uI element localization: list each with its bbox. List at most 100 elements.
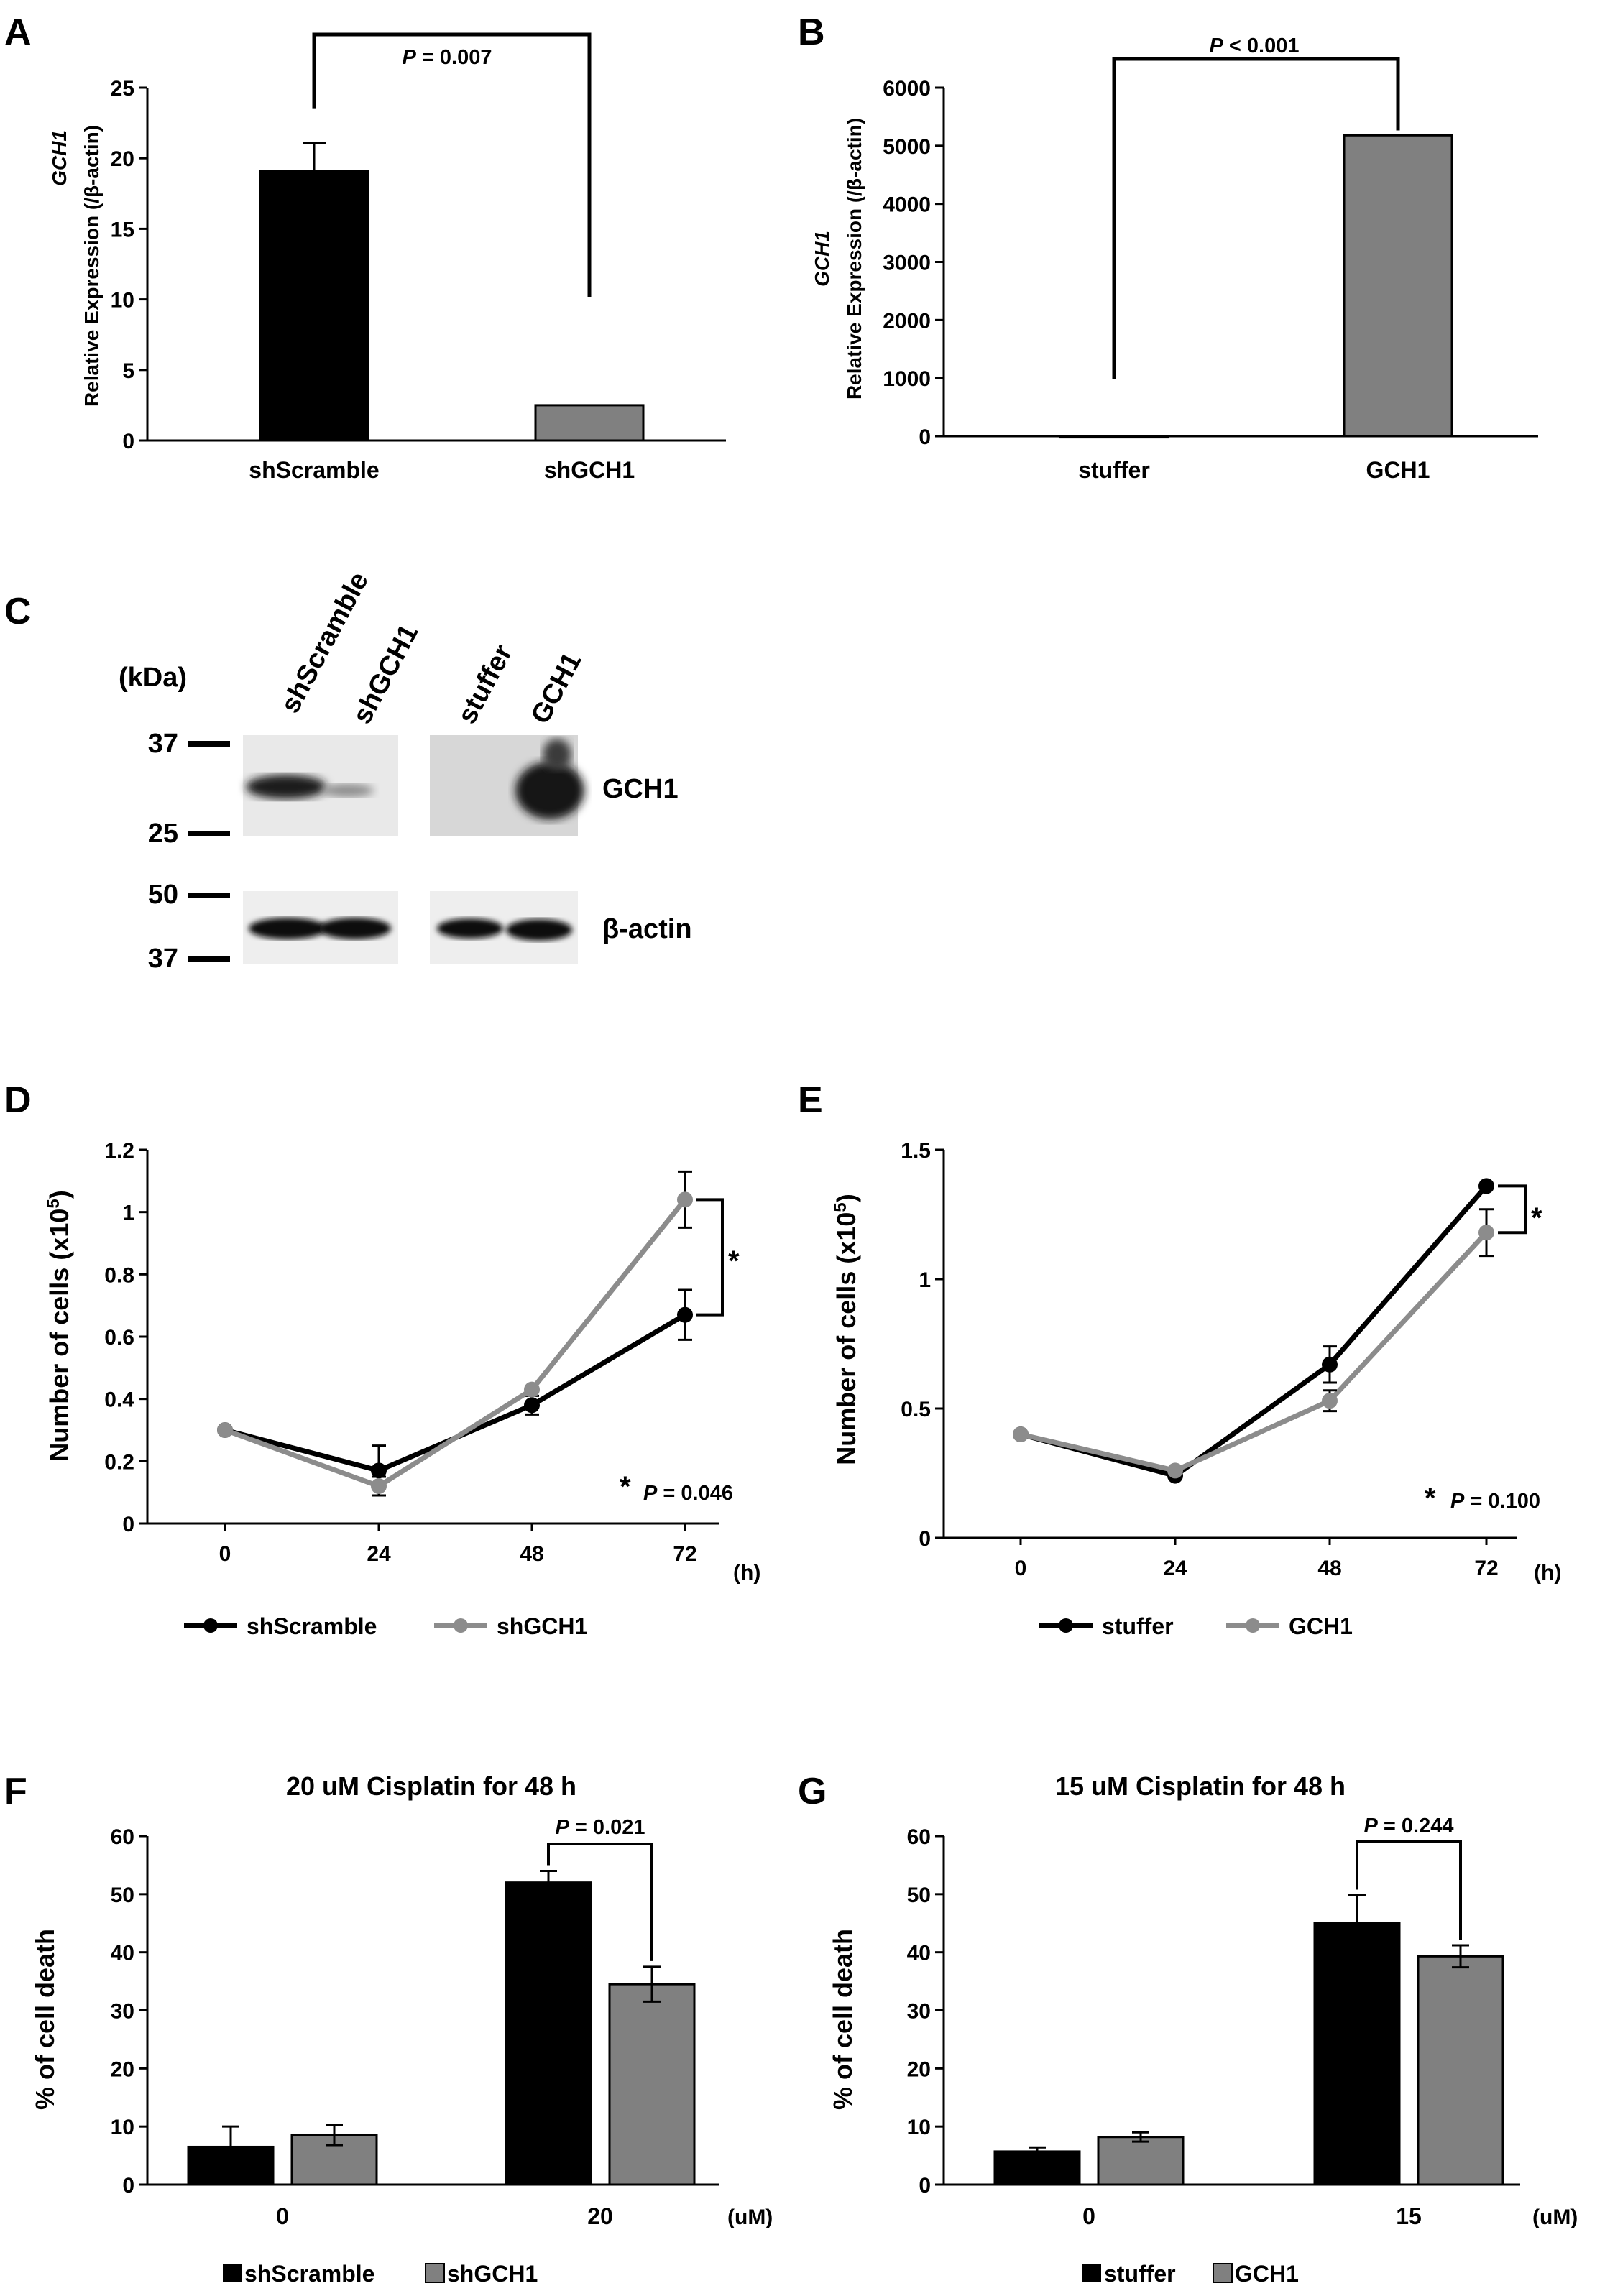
panel-b-bar: [1059, 435, 1169, 439]
panel-d-pvalue-star: *: [620, 1471, 631, 1503]
panel-b-category-label: GCH1: [1366, 457, 1430, 483]
panel-d-series-line: [224, 1312, 686, 1473]
panel-f-pvalue: P = 0.021: [556, 1816, 645, 1839]
panel-f-category-label: 20: [587, 2203, 613, 2229]
panel-e-significance-star: *: [1531, 1202, 1542, 1234]
panel-e-data-point: [1322, 1393, 1338, 1409]
panel-e-data-point: [1013, 1426, 1029, 1442]
panel-d-x-tick-label: 72: [673, 1542, 696, 1566]
panel-a-significance-bracket: [312, 32, 592, 297]
panel-a-bar: [259, 170, 369, 442]
panel-label-a: A: [4, 11, 32, 53]
panel-b-y-tick-label: 4000: [883, 193, 931, 217]
panel-b-ylabel: Relative Expression (/β-actin): [843, 118, 865, 400]
panel-e-pvalue-star: *: [1425, 1483, 1436, 1514]
panel-g-bar: [993, 2150, 1081, 2186]
panel-label-c: C: [4, 591, 32, 632]
band-actin-stuffer: [437, 918, 503, 939]
panel-f-title: 20 uM Cisplatin for 48 h: [286, 1771, 576, 1801]
blot-lane-label: GCH1: [525, 647, 588, 729]
panel-a-y-tick-label: 0: [122, 430, 134, 453]
panel-f-significance-bracket: [547, 1843, 653, 1961]
panel-label-g: G: [798, 1771, 827, 1812]
panel-g-error-bar: [1132, 2131, 1149, 2143]
panel-d-y-tick-label: 0.6: [104, 1326, 134, 1350]
panel-d-significance-star: *: [728, 1245, 740, 1277]
panel-g-bar: [1097, 2136, 1185, 2186]
legend-marker-shgch1: [454, 1618, 468, 1633]
legend-swatch-stuffer: [1082, 2264, 1101, 2282]
panel-a-ylabel: Relative Expression (/β-actin): [81, 125, 103, 407]
panel-e-significance-bracket: [1498, 1184, 1527, 1235]
panel-b-significance-bracket: [1112, 57, 1400, 379]
panel-d-ylabel: Number of cells (x105): [44, 1190, 75, 1461]
western-blot: (kDa) shScramble shGCH1 stuffer GCH1 37 …: [119, 567, 692, 974]
panel-f-y-tick-label: 50: [111, 1884, 134, 1907]
panel-a-pvalue: P = 0.007: [403, 46, 492, 69]
panel-f-ylabel: % of cell death: [30, 1929, 60, 2110]
panel-d-y-tick-label: 1.2: [104, 1139, 134, 1163]
panel-f-error-bar: [643, 1965, 661, 2003]
panel-f-y-tick-label: 0: [122, 2174, 134, 2198]
marker-label: 50: [148, 880, 178, 910]
marker-tick: [188, 741, 230, 747]
panel-d-data-point: [677, 1191, 693, 1208]
legend-label-stuffer: stuffer: [1104, 2261, 1176, 2287]
panel-g-bar: [1313, 1922, 1401, 2186]
panel-d-y-tick-label: 0.4: [104, 1388, 134, 1412]
band-actin-shgch1: [319, 918, 391, 939]
panel-d-x-tick-label: 24: [367, 1542, 391, 1566]
legend-swatch-gch1: [1213, 2263, 1233, 2283]
panel-b-category-label: stuffer: [1078, 457, 1150, 483]
panel-a-category-label: shGCH1: [544, 457, 635, 483]
panel-g-significance-bracket: [1356, 1840, 1462, 1940]
panel-label-f: F: [4, 1771, 27, 1812]
panel-g-y-tick-label: 50: [907, 1884, 931, 1907]
panel-f-bar: [505, 1881, 592, 2186]
panel-a-y-tick-label: 25: [111, 77, 134, 101]
panel-g-error-bar: [1452, 1944, 1469, 1969]
panel-f-y-tick-label: 10: [111, 2116, 134, 2139]
panel-a-category-label: shScramble: [249, 457, 379, 483]
legend-marker-gch1: [1246, 1618, 1260, 1633]
panel-g-error-bar: [1029, 2146, 1046, 2157]
blot-band-label-gch1: GCH1: [602, 774, 679, 804]
panel-e-y-tick-label: 0: [919, 1527, 931, 1551]
panel-f-y-tick-label: 20: [111, 2057, 134, 2081]
panel-b-chart: GCH1 Relative Expression (/β-actin) stuf…: [811, 34, 1538, 483]
panel-f-error-bar: [540, 1870, 557, 1896]
band-actin-gch1: [506, 919, 572, 941]
panel-a-error-bar: [303, 142, 326, 172]
panel-f-y-tick-label: 30: [111, 2000, 134, 2024]
panel-e-chart: Number of cells (x105) (h) * P = 0.100 *…: [831, 1139, 1562, 1639]
panel-label-b: B: [798, 11, 825, 53]
panel-d-chart: Number of cells (x105) (h) * P = 0.046 *…: [44, 1139, 761, 1639]
panel-e-x-tick-label: 24: [1163, 1557, 1187, 1580]
panel-b-y-tick-label: 3000: [883, 252, 931, 275]
panel-b-ylabel-gene: GCH1: [811, 231, 833, 287]
panel-f-x-unit: (uM): [727, 2205, 773, 2229]
blot-band-label-actin: β-actin: [602, 914, 692, 944]
panel-f-bar: [608, 1983, 696, 2186]
panel-e-data-point: [1478, 1225, 1494, 1241]
panel-g-y-tick-label: 10: [907, 2116, 931, 2139]
panel-g-y-tick-label: 30: [907, 2000, 931, 2024]
panel-d-x-tick-label: 0: [219, 1542, 231, 1566]
panel-d-y-tick-label: 1: [122, 1202, 134, 1225]
band-gch1-shgch1: [322, 784, 374, 797]
blot-lane-label: stuffer: [452, 640, 519, 729]
marker-tick: [188, 893, 230, 898]
legend-marker-shscramble: [203, 1618, 218, 1633]
blot-lane-label: shGCH1: [347, 619, 424, 729]
panel-a-y-tick-label: 20: [111, 147, 134, 171]
panel-f-y-tick-label: 40: [111, 1942, 134, 1965]
panel-e-y-tick-label: 1: [919, 1268, 931, 1292]
panel-g-chart: 15 uM Cisplatin for 48 h % of cell death…: [828, 1771, 1578, 2287]
panel-d-y-tick-label: 0.2: [104, 1450, 134, 1474]
panel-f-chart: 20 uM Cisplatin for 48 h % of cell death…: [30, 1771, 773, 2287]
panel-g-pvalue: P = 0.244: [1364, 1815, 1454, 1838]
panel-b-y-tick-label: 1000: [883, 367, 931, 391]
panel-g-error-bar: [1348, 1894, 1366, 1952]
panel-e-x-tick-label: 0: [1015, 1557, 1027, 1580]
panel-label-d: D: [4, 1079, 32, 1121]
